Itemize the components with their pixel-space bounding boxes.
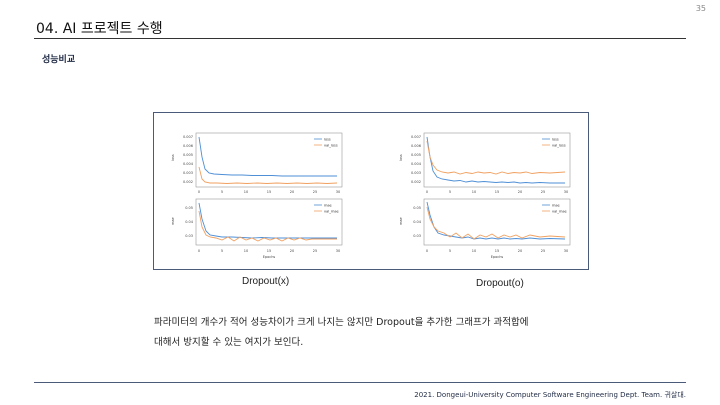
xtick: 15 bbox=[267, 190, 271, 194]
train-loss-line bbox=[426, 136, 565, 184]
val-loss-line bbox=[426, 140, 566, 175]
legend-label-train: mae bbox=[324, 204, 332, 208]
legend-label-train: loss bbox=[552, 138, 559, 142]
xtick: 0 bbox=[198, 249, 200, 253]
loss-ylabel: loss bbox=[171, 154, 175, 161]
loss-ytick: 0.006 bbox=[411, 144, 421, 148]
train-mae-line bbox=[198, 202, 337, 239]
x-axis-label: Epochs bbox=[491, 255, 504, 259]
xtick: 0 bbox=[426, 190, 428, 194]
xtick: 25 bbox=[313, 249, 317, 253]
xtick: 0 bbox=[426, 249, 428, 253]
legend-label-train: mae bbox=[552, 204, 560, 208]
x-ticks-bottom: 0 5 10 15 20 25 30 Epochs bbox=[426, 249, 568, 259]
mae-ytick: 0.04 bbox=[413, 220, 422, 224]
loss-ytick: 0.007 bbox=[411, 135, 421, 139]
footer-credit: 2021. Dongeui-University Computer Softwa… bbox=[414, 391, 686, 399]
description-line-1: 파라미터의 개수가 적어 성능차이가 크게 나지는 않지만 Dropout을 추… bbox=[154, 317, 529, 328]
xtick: 10 bbox=[472, 190, 476, 194]
legend-label-val: val_loss bbox=[552, 144, 566, 148]
loss-axes bbox=[195, 132, 343, 188]
xtick: 30 bbox=[336, 190, 340, 194]
footer-divider bbox=[34, 382, 686, 383]
loss-ytick: 0.005 bbox=[183, 153, 193, 157]
val-loss-line bbox=[198, 166, 338, 184]
legend-label-train: loss bbox=[324, 138, 331, 142]
loss-panel: 0.007 0.006 0.005 0.004 0.003 0.002 loss… bbox=[399, 132, 571, 188]
loss-ytick: 0.004 bbox=[411, 162, 422, 166]
legend-label-val: val_loss bbox=[324, 144, 338, 148]
xtick: 30 bbox=[564, 190, 568, 194]
slide-title: 04. AI 프로젝트 수행 bbox=[36, 21, 163, 37]
loss-ytick: 0.006 bbox=[183, 144, 193, 148]
train-mae-line bbox=[426, 201, 566, 240]
mae-axes bbox=[423, 198, 571, 246]
description-line-2: 대해서 방지할 수 있는 여지가 보인다. bbox=[154, 337, 304, 348]
loss-ytick: 0.004 bbox=[183, 162, 194, 166]
plot-dropout-x: 0.007 0.006 0.005 0.004 0.003 0.002 loss… bbox=[171, 132, 343, 259]
val-mae-line bbox=[198, 210, 337, 242]
plot-dropout-o: 0.007 0.006 0.005 0.004 0.003 0.002 loss… bbox=[399, 132, 571, 259]
loss-ytick: 0.003 bbox=[411, 171, 421, 175]
mae-panel: 0.05 0.04 0.03 mae mae val_mae bbox=[399, 198, 571, 246]
title-divider bbox=[34, 38, 686, 39]
xtick: 5 bbox=[221, 190, 223, 194]
train-loss-line bbox=[198, 136, 337, 177]
figure-frame: 0.007 0.006 0.005 0.004 0.003 0.002 loss… bbox=[153, 112, 589, 270]
x-ticks-top: 0 5 10 15 20 25 30 bbox=[198, 190, 340, 194]
section-label: 성능비교 bbox=[42, 55, 76, 65]
mae-ytick: 0.05 bbox=[413, 206, 421, 210]
xtick: 20 bbox=[290, 249, 294, 253]
xtick: 30 bbox=[564, 249, 568, 253]
xtick: 20 bbox=[518, 190, 522, 194]
xtick: 15 bbox=[267, 249, 271, 253]
page-number: 35 bbox=[695, 4, 706, 13]
mae-ylabel: mae bbox=[399, 217, 403, 225]
xtick: 20 bbox=[518, 249, 522, 253]
xtick: 20 bbox=[290, 190, 294, 194]
mae-ylabel: mae bbox=[171, 217, 175, 225]
loss-ytick: 0.002 bbox=[411, 180, 421, 184]
xtick: 5 bbox=[221, 249, 223, 253]
loss-ytick: 0.002 bbox=[183, 180, 193, 184]
xtick: 25 bbox=[541, 249, 545, 253]
loss-ytick: 0.003 bbox=[183, 171, 193, 175]
xtick: 10 bbox=[472, 249, 476, 253]
xtick: 0 bbox=[198, 190, 200, 194]
xtick: 5 bbox=[449, 249, 451, 253]
xtick: 15 bbox=[495, 190, 499, 194]
x-axis-label: Epochs bbox=[263, 255, 276, 259]
xtick: 25 bbox=[541, 190, 545, 194]
loss-ytick: 0.007 bbox=[183, 135, 193, 139]
x-ticks-bottom: 0 5 10 15 20 25 30 Epochs bbox=[198, 249, 340, 259]
mae-panel: 0.05 0.04 0.03 mae mae val_mae bbox=[171, 198, 343, 246]
mae-axes bbox=[195, 198, 343, 246]
mae-ytick: 0.03 bbox=[413, 234, 421, 238]
loss-panel: 0.007 0.006 0.005 0.004 0.003 0.002 loss… bbox=[171, 132, 343, 188]
val-mae-line bbox=[426, 206, 566, 240]
mae-ytick: 0.04 bbox=[185, 220, 194, 224]
xtick: 25 bbox=[313, 190, 317, 194]
legend-label-val: val_mae bbox=[324, 210, 339, 214]
caption-dropout-o: Dropout(o) bbox=[476, 278, 524, 289]
xtick: 10 bbox=[244, 190, 248, 194]
x-ticks-top: 0 5 10 15 20 25 30 bbox=[426, 190, 568, 194]
mae-ytick: 0.05 bbox=[185, 206, 193, 210]
loss-ytick: 0.005 bbox=[411, 153, 421, 157]
loss-ylabel: loss bbox=[399, 154, 403, 161]
legend-label-val: val_mae bbox=[552, 210, 567, 214]
mae-ytick: 0.03 bbox=[185, 234, 193, 238]
caption-dropout-x: Dropout(x) bbox=[242, 276, 290, 287]
xtick: 5 bbox=[449, 190, 451, 194]
loss-axes bbox=[423, 132, 571, 188]
xtick: 15 bbox=[495, 249, 499, 253]
xtick: 30 bbox=[336, 249, 340, 253]
xtick: 10 bbox=[244, 249, 248, 253]
